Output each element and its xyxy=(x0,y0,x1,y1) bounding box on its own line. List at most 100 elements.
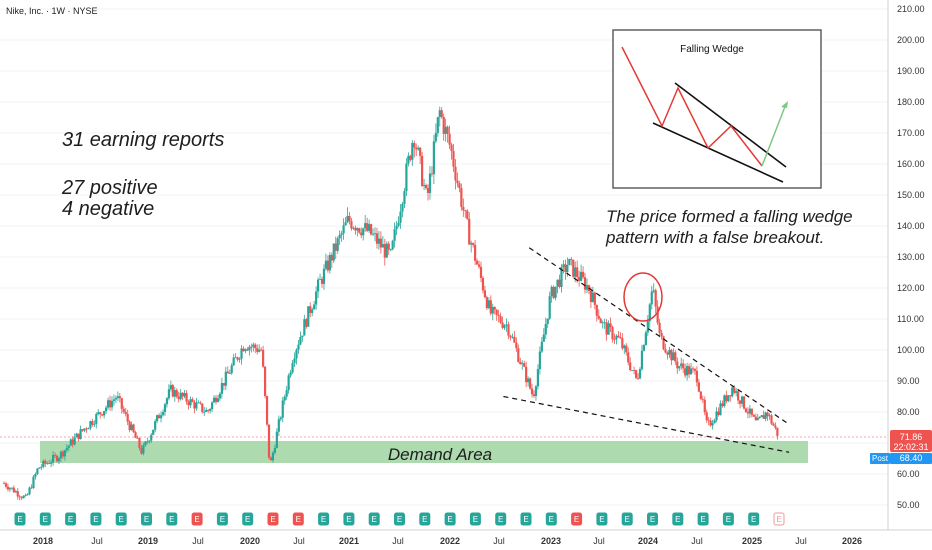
candle xyxy=(77,433,80,442)
earnings-marker[interactable]: E xyxy=(571,512,583,526)
candle xyxy=(226,366,229,374)
candle xyxy=(544,317,547,340)
inset-price-zigzag xyxy=(621,46,763,167)
candle xyxy=(4,481,8,489)
inset-frame xyxy=(612,29,822,189)
candle xyxy=(167,384,171,401)
earnings-marker[interactable]: E xyxy=(191,512,203,526)
candle xyxy=(95,412,98,429)
candle xyxy=(10,487,13,490)
svg-text:E: E xyxy=(169,515,174,524)
candle xyxy=(424,183,428,190)
price-tick-label: 60.00 xyxy=(897,469,920,479)
candle xyxy=(299,331,302,346)
candle xyxy=(619,332,622,339)
candle xyxy=(375,227,379,249)
earnings-marker[interactable]: E xyxy=(292,512,304,526)
candle xyxy=(140,444,143,455)
earnings-marker[interactable]: E xyxy=(14,512,26,526)
candle xyxy=(685,362,689,381)
svg-text:E: E xyxy=(194,515,199,524)
candle xyxy=(248,344,251,356)
candle xyxy=(766,411,769,421)
earnings-marker[interactable]: E xyxy=(596,512,608,526)
candle xyxy=(258,344,261,353)
earnings-marker[interactable]: E xyxy=(141,512,152,526)
candle xyxy=(104,405,108,414)
earnings-marker[interactable]: E xyxy=(39,512,51,526)
candle xyxy=(8,487,12,493)
candle xyxy=(273,444,276,455)
candle xyxy=(562,260,565,274)
candle xyxy=(760,414,763,418)
candle xyxy=(709,417,712,427)
candle xyxy=(395,221,398,236)
earnings-marker[interactable]: E xyxy=(773,512,785,526)
candle xyxy=(369,223,373,236)
candle xyxy=(6,483,10,492)
earnings-marker[interactable]: E xyxy=(495,512,507,526)
candle xyxy=(513,330,516,344)
candle xyxy=(12,485,15,493)
earnings-marker[interactable]: E xyxy=(90,512,102,526)
candle xyxy=(601,320,604,329)
earnings-marker[interactable]: E xyxy=(166,512,178,526)
earnings-marker[interactable]: E xyxy=(469,512,481,526)
candle xyxy=(607,320,610,335)
candle xyxy=(30,484,33,489)
candle xyxy=(456,172,459,188)
svg-text:E: E xyxy=(574,515,579,524)
svg-text:E: E xyxy=(321,515,326,524)
svg-text:E: E xyxy=(549,515,554,524)
earnings-marker[interactable]: E xyxy=(672,512,684,526)
earnings-marker[interactable]: E xyxy=(419,512,431,526)
candle xyxy=(536,364,540,390)
candle xyxy=(203,407,206,416)
candle xyxy=(344,217,347,226)
candle xyxy=(399,204,402,229)
earnings-marker[interactable]: E xyxy=(318,512,330,526)
candle xyxy=(446,125,449,143)
earnings-marker[interactable]: E xyxy=(368,512,380,526)
svg-text:E: E xyxy=(599,515,604,524)
earnings-marker[interactable]: E xyxy=(242,512,254,526)
earnings-marker[interactable]: E xyxy=(748,512,760,526)
price-axis[interactable]: 50.0060.0070.0080.0090.00100.00110.00120… xyxy=(897,4,925,510)
candle xyxy=(711,419,714,430)
candle xyxy=(371,228,375,237)
time-tick-label: 2021 xyxy=(339,536,359,546)
earnings-marker[interactable]: E xyxy=(722,512,734,526)
svg-text:E: E xyxy=(447,515,452,524)
candle xyxy=(173,386,176,402)
time-axis[interactable]: 2018 Jul 2019 Jul 2020 Jul 2021 Jul 2022 Jul 2023 J… xyxy=(33,536,862,546)
candle xyxy=(672,348,675,361)
candle xyxy=(289,369,292,378)
candle xyxy=(244,348,247,354)
candle xyxy=(356,227,359,237)
earnings-marker[interactable]: E xyxy=(545,512,557,526)
earnings-marker[interactable]: E xyxy=(621,512,633,526)
earnings-marker[interactable]: E xyxy=(444,512,456,526)
candle xyxy=(348,212,351,225)
earnings-marker[interactable]: E xyxy=(697,512,709,526)
earnings-marker[interactable]: E xyxy=(394,512,405,526)
earnings-total-text: 31 earning reports xyxy=(62,129,224,151)
candle xyxy=(148,439,151,444)
earnings-marker[interactable]: E xyxy=(115,512,127,526)
wedge-lower-line xyxy=(503,395,790,453)
earnings-marker[interactable]: E xyxy=(65,512,77,526)
candles xyxy=(2,106,779,501)
candle xyxy=(638,367,642,380)
earnings-marker[interactable]: E xyxy=(216,512,228,526)
earnings-marker[interactable]: E xyxy=(520,512,532,526)
candle xyxy=(381,235,384,248)
candle xyxy=(156,414,159,424)
candle xyxy=(674,350,677,365)
earnings-marker[interactable]: E xyxy=(343,512,355,526)
candle xyxy=(599,317,602,324)
price-tick-label: 180.00 xyxy=(897,97,925,107)
earnings-marker[interactable]: E xyxy=(647,512,658,526)
earnings-marker[interactable]: E xyxy=(267,512,279,526)
